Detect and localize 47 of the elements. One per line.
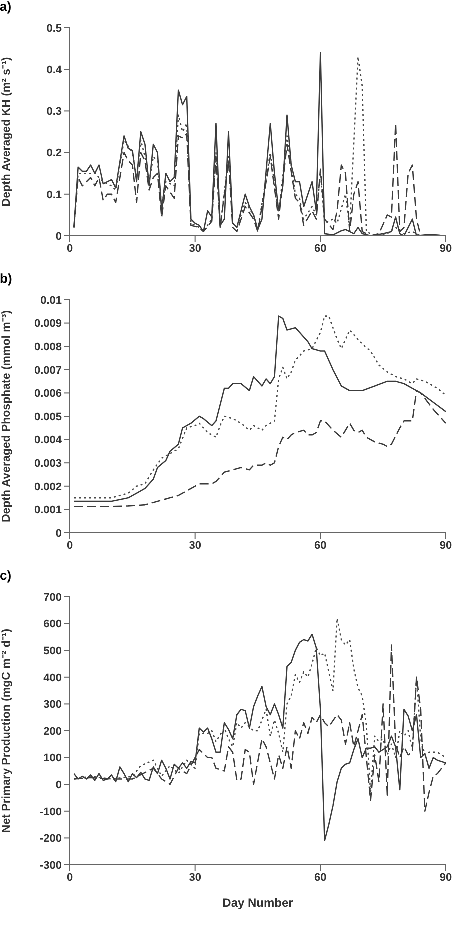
- y-tick-label: -300: [40, 860, 62, 872]
- chart-title: c): [0, 568, 13, 583]
- y-tick-label: 700: [44, 592, 62, 604]
- y-tick-label: 0.3: [46, 106, 62, 118]
- x-tick-label: 0: [66, 242, 74, 255]
- y-tick-label: 0.001: [34, 504, 62, 517]
- y-tick-label: 0.1: [46, 189, 62, 202]
- y-tick-label: 0.4: [46, 64, 63, 77]
- y-tick-label: 0: [56, 780, 62, 792]
- chart-title: b): [0, 271, 14, 286]
- y-tick-label: 0.5: [46, 22, 62, 35]
- x-tick-label: 90: [440, 872, 452, 884]
- y-tick-label: 0: [56, 230, 62, 243]
- x-tick-label: 0: [66, 540, 74, 552]
- x-tick-label: 60: [314, 242, 327, 255]
- chart-title: a): [0, 0, 13, 14]
- y-tick-label: 0.01: [40, 294, 62, 307]
- x-tick-label: 30: [189, 540, 202, 552]
- y-tick-label: 200: [44, 726, 62, 738]
- y-tick-label: 0.002: [34, 481, 62, 494]
- x-axis-title: Day Number: [222, 896, 294, 910]
- x-tick-label: 30: [189, 872, 202, 884]
- y-tick-label: 0.006: [34, 388, 62, 400]
- y-tick-label: 0.003: [34, 458, 62, 470]
- y-tick-label: 100: [44, 752, 62, 765]
- x-tick-label: 90: [440, 242, 452, 255]
- y-axis-title: Depth Averaged Phosphate (mmol m⁻³): [1, 310, 14, 523]
- x-tick-label: 90: [440, 540, 452, 552]
- y-tick-label: -200: [40, 833, 62, 846]
- y-tick-label: 500: [44, 646, 62, 658]
- y-axis-title: Depth Averaged KH (m² s⁻¹): [1, 57, 14, 207]
- y-tick-label: 0.007: [34, 364, 62, 377]
- y-tick-label: 400: [44, 672, 62, 684]
- x-tick-label: 30: [189, 242, 202, 255]
- x-tick-label: 60: [314, 872, 327, 884]
- y-tick-label: 0.005: [34, 411, 62, 424]
- x-tick-label: 0: [66, 872, 74, 884]
- y-tick-label: -100: [40, 806, 62, 818]
- y-tick-label: 0.008: [34, 342, 62, 354]
- y-tick-label: 0.2: [46, 148, 62, 160]
- y-tick-label: 0.004: [34, 434, 63, 447]
- y-tick-label: 600: [44, 618, 62, 631]
- x-tick-label: 60: [314, 540, 327, 552]
- y-tick-label: 300: [44, 699, 62, 712]
- y-tick-label: 0: [56, 528, 62, 540]
- y-tick-label: 0.009: [34, 318, 62, 330]
- y-axis-title: Net Primary Production (mgC m⁻² d⁻¹): [1, 628, 14, 834]
